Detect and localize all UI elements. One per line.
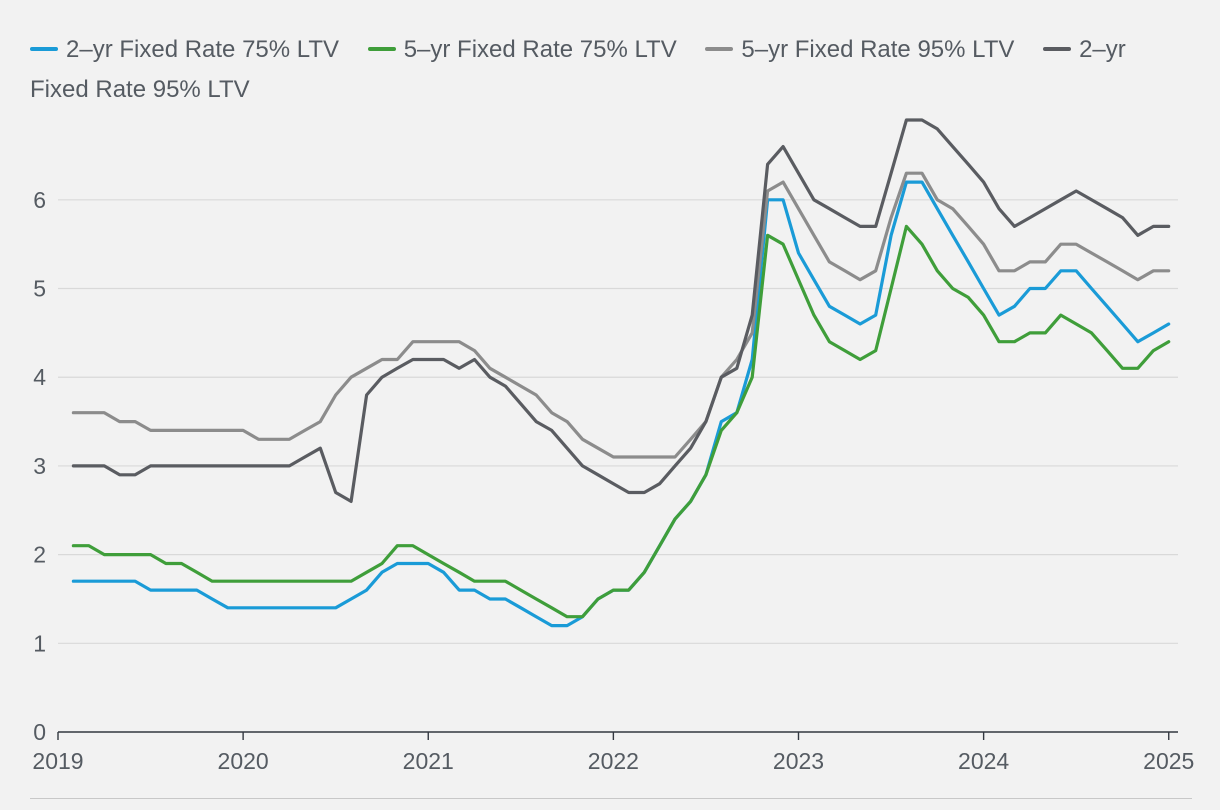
x-tick-label: 2022 <box>588 748 639 774</box>
legend-label: 5–yr Fixed Rate 75% LTV <box>403 36 677 63</box>
legend-label: 2–yr Fixed Rate 95% LTV <box>30 36 1126 103</box>
legend-item: 5–yr Fixed Rate 95% LTV <box>705 36 1014 63</box>
x-tick-label: 2020 <box>218 748 269 774</box>
x-tick-label: 2024 <box>958 748 1009 774</box>
y-tick-label: 3 <box>33 453 46 479</box>
y-tick-label: 1 <box>33 630 46 656</box>
legend-item: 2–yr Fixed Rate 95% LTV <box>30 36 1126 103</box>
x-tick-label: 2025 <box>1143 748 1194 774</box>
y-tick-label: 2 <box>33 542 46 568</box>
x-tick-label: 2019 <box>32 748 83 774</box>
series-line <box>71 118 1171 503</box>
series-lines <box>71 118 1171 628</box>
series-line <box>71 180 1171 628</box>
y-tick-label: 6 <box>33 187 46 213</box>
legend-swatch <box>30 46 58 51</box>
legend-label: 5–yr Fixed Rate 95% LTV <box>741 36 1015 63</box>
gridlines <box>58 199 1178 644</box>
x-tick-label: 2021 <box>403 748 454 774</box>
y-tick-label: 4 <box>33 364 46 390</box>
y-tick-label: 5 <box>33 276 46 302</box>
legend-item: 2–yr Fixed Rate 75% LTV <box>30 36 339 63</box>
bottom-divider <box>30 798 1192 799</box>
legend-swatch <box>705 46 734 51</box>
chart-legend: 2–yr Fixed Rate 75% LTV 5–yr Fixed Rate … <box>30 30 1190 110</box>
series-line <box>71 171 1171 459</box>
legend-label: 2–yr Fixed Rate 75% LTV <box>66 36 340 63</box>
legend-swatch <box>367 46 396 51</box>
legend-swatch <box>1043 46 1072 51</box>
y-tick-label: 0 <box>33 719 46 745</box>
series-line <box>71 224 1171 619</box>
legend-item: 5–yr Fixed Rate 75% LTV <box>367 36 677 63</box>
axes: 0 1 2 3 4 5 6 2019 2020 2021 2022 2023 2024 2025 <box>32 187 1194 774</box>
x-tick-label: 2023 <box>773 748 824 774</box>
